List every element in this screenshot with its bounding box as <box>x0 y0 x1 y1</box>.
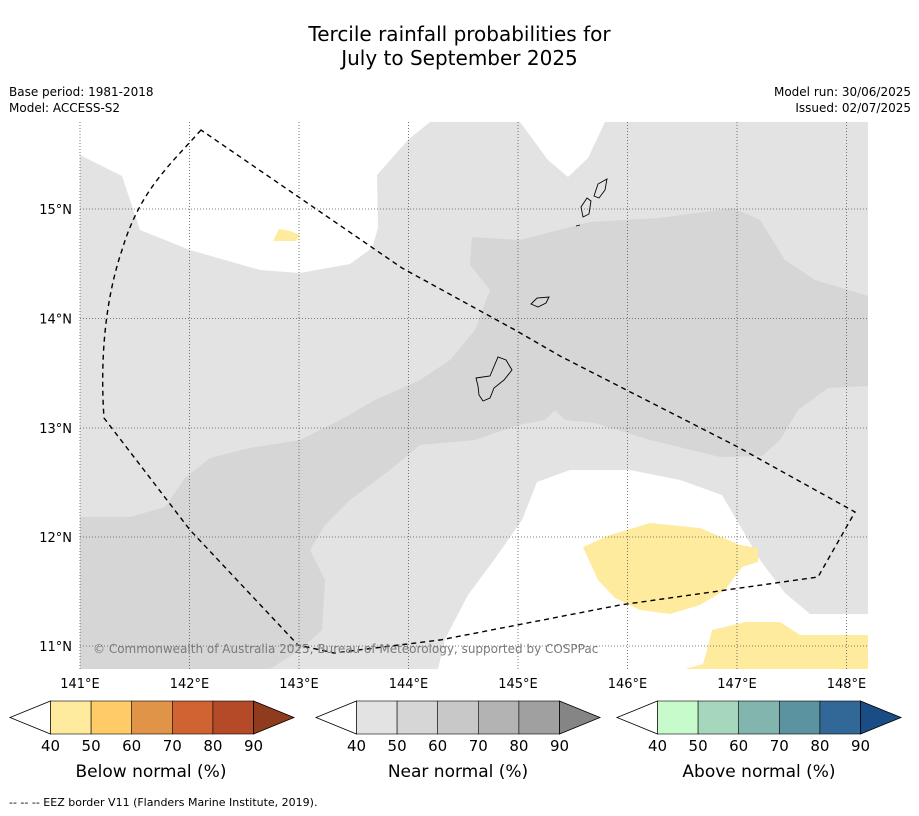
longitude-label: 146°E <box>608 677 648 692</box>
title-line-1: Tercile rainfall probabilities for <box>308 22 611 46</box>
longitude-label: 141°E <box>60 677 100 692</box>
longitude-label: 143°E <box>279 677 319 692</box>
colorbar-segment <box>738 700 780 735</box>
longitude-label: 142°E <box>170 677 210 692</box>
below-normal-patch-north <box>273 229 300 241</box>
latitude-label: 13°N <box>39 422 72 437</box>
colorbar-tick-label: 50 <box>388 737 407 755</box>
colorbar-segment <box>90 700 132 735</box>
colorbar-tick-label: 40 <box>41 737 60 755</box>
island-guam <box>475 356 513 402</box>
below-normal-label: Below normal (%) <box>75 762 227 782</box>
colorbar-segment <box>657 700 699 735</box>
colorbar-tick-label: 70 <box>770 737 789 755</box>
island-saipan <box>593 178 608 199</box>
colorbar-tick-label: 90 <box>851 737 870 755</box>
colorbar-extend-high <box>860 700 903 735</box>
latitude-label: 14°N <box>39 313 72 328</box>
meta-right: Model run: 30/06/2025 Issued: 02/07/2025 <box>774 84 911 116</box>
colorbar-segment <box>131 700 173 735</box>
colorbar-extend-high <box>253 700 296 735</box>
colorbar-extend-low <box>314 700 357 735</box>
below-normal-colorbar: 40 50 60 70 80 90 <box>8 700 296 755</box>
longitude-labels: 141°E 142°E 143°E 144°E 145°E 146°E 147°E 148°E <box>60 677 866 692</box>
colorbar-tick-label: 40 <box>347 737 366 755</box>
colorbar-segment <box>212 700 254 735</box>
map-title: Tercile rainfall probabilities for July … <box>0 22 919 70</box>
colorbar-extend-high <box>559 700 602 735</box>
colorbar-segment <box>172 700 214 735</box>
above-normal-label: Above normal (%) <box>682 762 836 782</box>
title-line-2: July to September 2025 <box>341 46 578 70</box>
near-normal-colorbar: 40 50 60 70 80 90 <box>314 700 602 755</box>
colorbar-segment <box>356 700 398 735</box>
gridlines <box>79 122 868 669</box>
islands <box>475 178 608 402</box>
base-period: Base period: 1981-2018 <box>9 85 154 99</box>
latitude-label: 11°N <box>39 640 72 655</box>
model-name: Model: ACCESS-S2 <box>9 101 121 115</box>
colorbar-segment <box>477 700 520 735</box>
colorbar-segment <box>697 700 739 735</box>
colorbar-extend-low <box>8 700 51 735</box>
colorbar-tick-label: 90 <box>550 737 569 755</box>
issued-date: Issued: 02/07/2025 <box>795 101 911 115</box>
eez-footnote: -- -- -- EEZ border V11 (Flanders Marine… <box>9 796 318 809</box>
model-run: Model run: 30/06/2025 <box>773 85 911 99</box>
colorbar-tick-label: 60 <box>122 737 141 755</box>
latitude-label: 15°N <box>39 203 72 218</box>
longitude-label: 144°E <box>389 677 429 692</box>
longitude-label: 148°E <box>827 677 867 692</box>
colorbars: 40 50 60 70 80 90 40 50 60 70 80 90 40 50 60 70 80 90 <box>8 700 903 755</box>
colorbar-tick-label: 80 <box>203 737 222 755</box>
colorbar-segment <box>437 700 479 735</box>
colorbar-segment <box>819 700 861 735</box>
colorbar-tick-label: 80 <box>509 737 528 755</box>
latitude-labels: 15°N 14°N 13°N 12°N 11°N <box>39 203 72 655</box>
island-aguijan <box>575 224 581 227</box>
eez-border <box>101 129 856 654</box>
meta-left: Base period: 1981-2018 Model: ACCESS-S2 <box>9 84 154 116</box>
island-tinian <box>580 197 592 218</box>
longitude-label: 147°E <box>717 677 757 692</box>
colorbar-tick-label: 70 <box>163 737 182 755</box>
colorbar-tick-label: 50 <box>689 737 708 755</box>
colorbar-tick-label: 90 <box>244 737 263 755</box>
copyright-text: © Commonwealth of Australia 2025, Bureau… <box>93 642 598 656</box>
colorbar-tick-label: 80 <box>810 737 829 755</box>
colorbar-tick-label: 40 <box>648 737 667 755</box>
colorbar-segment <box>50 700 92 735</box>
island-rota <box>530 296 550 308</box>
colorbar-segment <box>518 700 560 735</box>
colorbar-tick-label: 50 <box>82 737 101 755</box>
below-normal-patch-southeast <box>685 622 868 669</box>
colorbar-segment <box>396 700 439 735</box>
longitude-label: 145°E <box>498 677 538 692</box>
colorbar-segment <box>778 700 821 735</box>
colorbar-extend-low <box>615 700 658 735</box>
near-normal-50-region <box>80 208 868 669</box>
above-normal-colorbar: 40 50 60 70 80 90 <box>615 700 903 755</box>
colorbar-tick-label: 60 <box>428 737 447 755</box>
colorbar-tick-label: 60 <box>729 737 748 755</box>
colorbar-tick-label: 70 <box>469 737 488 755</box>
latitude-label: 12°N <box>39 531 72 546</box>
near-normal-label: Near normal (%) <box>387 762 529 782</box>
